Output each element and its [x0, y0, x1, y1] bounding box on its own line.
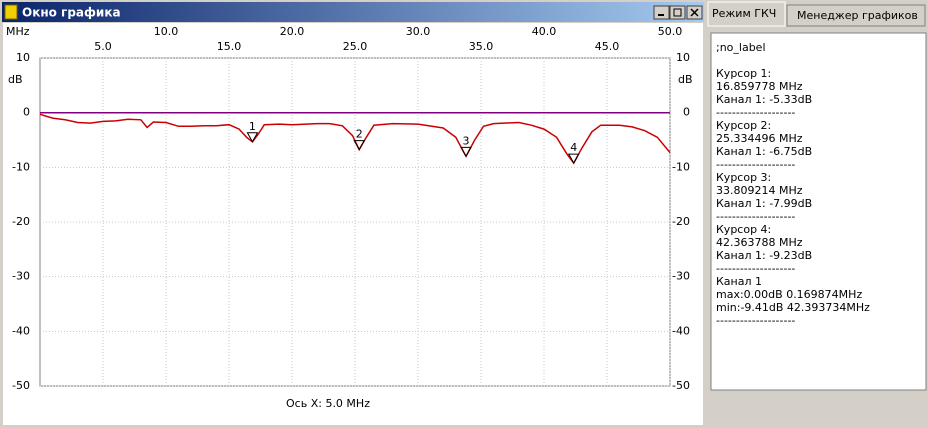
y-tick-label-right: -40	[672, 324, 690, 337]
info-line: 25.334496 MHz	[716, 132, 803, 145]
cursor-label: 1	[249, 120, 256, 133]
info-line: --------------------	[716, 314, 795, 327]
close-icon	[690, 8, 699, 17]
x-tick-label: 45.0	[595, 40, 620, 53]
y-tick-label-right: 10	[676, 51, 690, 64]
window-icon	[4, 4, 18, 20]
y-tick-label-right: -10	[672, 160, 690, 173]
x-tick-label: 30.0	[406, 25, 431, 38]
info-line: Канал 1: -5.33dB	[716, 93, 812, 106]
y-tick-label: 0	[23, 106, 30, 119]
y-axis-label: dB	[8, 73, 23, 86]
maximize-icon	[673, 8, 682, 17]
info-line: Курсор 3:	[716, 171, 771, 184]
minimize-button[interactable]	[653, 5, 670, 20]
x-tick-label: 15.0	[217, 40, 242, 53]
x-tick-label: 20.0	[280, 25, 305, 38]
cursor-label: 2	[356, 128, 363, 141]
y-tick-label: -30	[12, 270, 30, 283]
cursor-marker	[353, 140, 366, 151]
info-line: --------------------	[716, 158, 795, 171]
tab-label: Менеджер графиков	[797, 9, 918, 22]
cursor-label: 4	[570, 141, 577, 154]
info-line: ;no_label	[716, 41, 766, 54]
cursor-label: 3	[462, 134, 469, 147]
info-box	[710, 32, 927, 391]
info-line: Канал 1: -9.23dB	[716, 249, 812, 262]
y-tick-label-right: -30	[672, 270, 690, 283]
y-tick-label: 10	[16, 51, 30, 64]
window-title: Окно графика	[22, 6, 121, 20]
info-line: --------------------	[716, 262, 795, 275]
y-tick-label: -20	[12, 215, 30, 228]
info-line: Канал 1	[716, 275, 762, 288]
x-scale-note: Ось X: 5.0 MHz	[286, 397, 370, 410]
x-axis-label: MHz	[6, 25, 30, 38]
y-tick-label-right: -50	[672, 379, 690, 392]
x-tick-label: 25.0	[343, 40, 368, 53]
x-tick-label: 35.0	[469, 40, 494, 53]
tab[interactable]	[786, 4, 926, 27]
cursor-marker	[460, 146, 472, 158]
maximize-button[interactable]	[669, 5, 686, 20]
tab-active[interactable]	[707, 1, 786, 27]
x-tick-label: 50.0	[658, 25, 683, 38]
plot-background	[3, 23, 703, 425]
tab-label: Режим ГКЧ	[712, 7, 776, 20]
x-tick-label: 10.0	[154, 25, 179, 38]
y-axis-label-right: dB	[678, 73, 693, 86]
info-line: 16.859778 MHz	[716, 80, 803, 93]
cursor-marker	[246, 132, 259, 143]
info-line: Курсор 2:	[716, 119, 771, 132]
x-tick-label: 40.0	[532, 25, 557, 38]
info-line: --------------------	[716, 210, 795, 223]
info-line: 42.363788 MHz	[716, 236, 803, 249]
x-tick-label: 5.0	[94, 40, 112, 53]
y-tick-label: -10	[12, 160, 30, 173]
y-tick-label-right: -20	[672, 215, 690, 228]
info-line: Курсор 4:	[716, 223, 771, 236]
info-line: 33.809214 MHz	[716, 184, 803, 197]
info-line: --------------------	[716, 106, 795, 119]
info-line: Канал 1: -6.75dB	[716, 145, 812, 158]
title-bar	[2, 2, 704, 22]
window-buttons[interactable]	[653, 5, 703, 20]
info-line: min:-9.41dB 42.393734MHz	[716, 301, 870, 314]
trace	[39, 113, 671, 165]
info-line: Курсор 1:	[716, 67, 771, 80]
info-line: max:0.00dB 0.169874MHz	[716, 288, 862, 301]
info-line: Канал 1: -7.99dB	[716, 197, 812, 210]
cursor-marker	[567, 153, 580, 165]
y-tick-label: -40	[12, 324, 30, 337]
y-tick-label: -50	[12, 379, 30, 392]
y-tick-label-right: 0	[683, 106, 690, 119]
